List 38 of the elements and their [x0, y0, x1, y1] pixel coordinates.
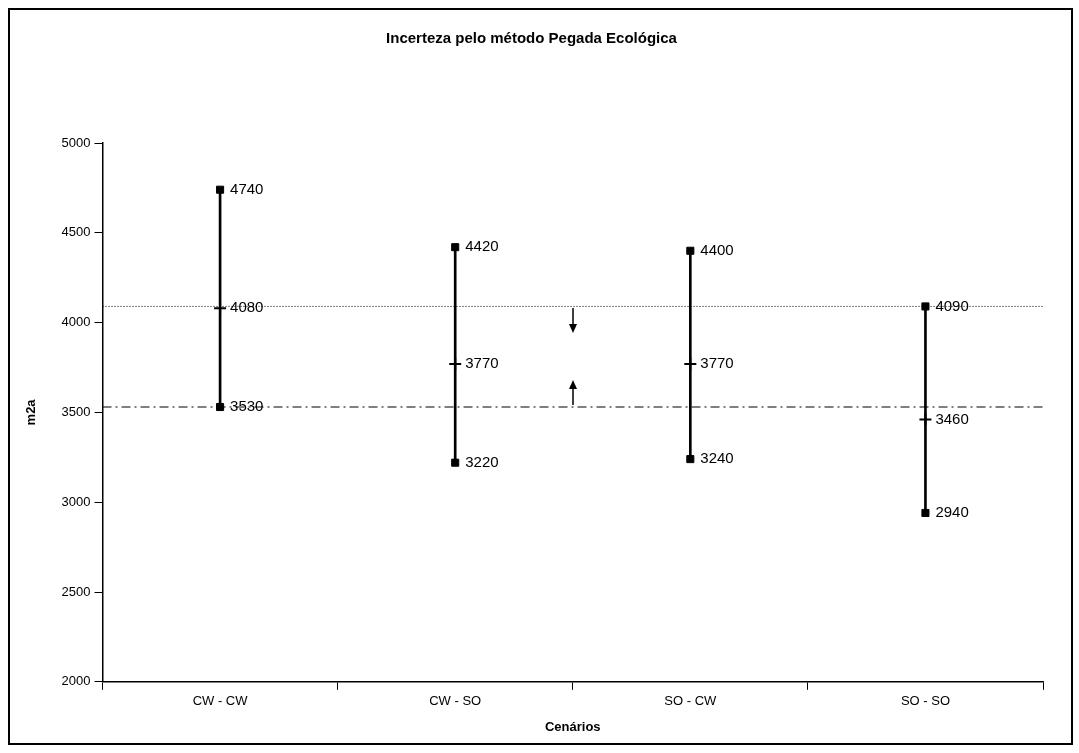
point [216, 185, 225, 194]
chart-title: Incerteza pelo método Pegada Ecológica [386, 29, 678, 47]
point [686, 455, 695, 464]
point [216, 402, 225, 412]
y-axis-title: m2a [23, 398, 39, 426]
x-tick-label: CW - CW [192, 693, 249, 709]
point [213, 301, 228, 316]
point [448, 356, 463, 371]
data-label: 3770 [700, 354, 734, 372]
data-label: 2940 [935, 503, 969, 521]
y-tick-label: 4500 [61, 224, 91, 240]
data-label: 4400 [700, 240, 734, 258]
data-label: 4420 [465, 237, 499, 255]
x-axis-title: Cenários [544, 718, 601, 734]
point [686, 246, 695, 255]
y-tick-label: 2500 [61, 583, 91, 599]
x-tick-label: SO - CW [664, 693, 718, 709]
data-label: 3770 [465, 354, 499, 372]
point [451, 243, 460, 252]
data-label: 4740 [230, 179, 264, 197]
x-tick-label: SO - SO [900, 693, 950, 709]
y-tick-label: 2000 [61, 673, 91, 689]
data-label: 3240 [700, 449, 734, 467]
y-tick-label: 5000 [61, 134, 91, 150]
point [921, 302, 930, 311]
point [918, 412, 933, 427]
point [921, 508, 930, 518]
data-label: 3460 [935, 409, 969, 427]
y-tick-label: 3000 [61, 493, 91, 509]
y-tick-label: 3500 [61, 403, 91, 419]
data-label: 3530 [230, 397, 264, 415]
point [451, 458, 460, 467]
data-label: 4080 [230, 298, 264, 316]
point [683, 356, 698, 371]
data-label: 4090 [935, 296, 969, 314]
x-tick-label: CW - SO [429, 693, 482, 709]
y-tick-label: 4000 [61, 314, 91, 330]
data-label: 3220 [465, 452, 499, 470]
